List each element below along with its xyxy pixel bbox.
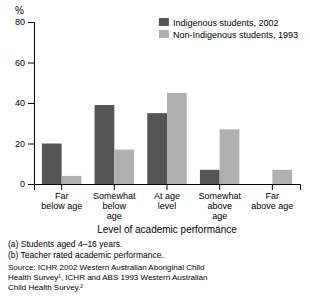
annotation-line: Health Survey¹, ICHR and ABS 1993 Wester…	[8, 273, 208, 282]
annotation: (b) Teacher rated academic performance.	[8, 250, 164, 260]
tick-label: 0	[20, 179, 25, 189]
bar	[95, 105, 115, 184]
tick-mark	[28, 22, 34, 23]
tick-label: 20	[15, 139, 25, 149]
tick: Farabove age	[251, 184, 293, 211]
series	[62, 93, 292, 184]
tick-mark	[61, 184, 62, 190]
tick: 40	[15, 98, 34, 108]
tick-mark	[114, 184, 115, 190]
legend-label: Indigenous students, 2002	[173, 18, 279, 28]
tick-label-line: age	[107, 211, 122, 221]
tick-label: 80	[15, 17, 25, 27]
bar	[42, 144, 62, 185]
tick-label-line: level	[158, 201, 177, 211]
chart: 020406080Farbelow ageSomewhatbelowageAt …	[0, 0, 310, 296]
bar	[253, 184, 273, 185]
axis-line	[28, 23, 35, 185]
tick-label: Somewhataboveage	[198, 191, 241, 221]
tick: 20	[15, 139, 34, 149]
annotation: (a) Students aged 4–16 years.	[8, 239, 122, 249]
tick-mark	[28, 103, 34, 104]
y-axis: 0 20 40 60 80	[15, 17, 35, 189]
tick-label: Farabove age	[251, 191, 293, 211]
tick-label-line: above age	[251, 201, 293, 211]
bar	[200, 170, 220, 184]
bar	[220, 129, 240, 184]
annotation-line: (b) Teacher rated academic performance.	[8, 250, 164, 260]
annotation-line: Child Health Survey.²	[8, 283, 83, 292]
x-axis-title: Level of academic performance	[97, 224, 237, 235]
annotation-line: Source: ICHR 2002 Western Australian Abo…	[8, 263, 204, 272]
bar	[114, 150, 134, 184]
annotation: Source: ICHR 2002 Western Australian Abo…	[8, 263, 208, 292]
legend-swatch	[159, 30, 169, 38]
tick-label-line: Somewhat	[198, 191, 241, 201]
notes: (a) Students aged 4–16 years.(b) Teacher…	[8, 239, 208, 292]
tick-label-line: Far	[266, 191, 280, 201]
tick-label-line: Somewhat	[93, 191, 136, 201]
tick-label-line: below	[103, 201, 127, 211]
bar	[62, 176, 82, 184]
tick-label-line: Far	[55, 191, 69, 201]
tick-label: 60	[15, 58, 25, 68]
tick-label: Farbelow age	[41, 191, 82, 211]
x-axis: Farbelow ageSomewhatbelowageAt agelevelS…	[35, 184, 301, 221]
tick: Somewhataboveage	[198, 184, 241, 221]
tick-label-line: At age	[154, 191, 180, 201]
y-axis-title: %	[15, 5, 24, 16]
tick: 0	[20, 179, 34, 189]
annotation-line: (a) Students aged 4–16 years.	[8, 239, 122, 249]
tick-mark	[28, 144, 34, 145]
legend-item: Non-Indigenous students, 1993	[159, 30, 298, 40]
tick-mark	[167, 184, 168, 190]
legend: Indigenous students, 2002 Non-Indigenous …	[159, 18, 298, 40]
plot: 020406080Farbelow ageSomewhatbelowageAt …	[15, 17, 301, 221]
tick-label-line: above	[207, 201, 232, 211]
tick: Farbelow age	[41, 184, 82, 211]
legend-swatch	[159, 18, 169, 26]
tick: 80	[15, 17, 34, 27]
tick: 60	[15, 58, 34, 68]
tick-label: 40	[15, 98, 25, 108]
tick: At agelevel	[154, 184, 180, 211]
legend-label: Non-Indigenous students, 1993	[173, 30, 298, 40]
tick-label-line: age	[212, 211, 227, 221]
tick-label-line: below age	[41, 201, 82, 211]
tick-mark	[28, 184, 34, 185]
series	[42, 105, 220, 184]
legend-item: Indigenous students, 2002	[159, 18, 279, 28]
tick-mark	[272, 184, 273, 190]
bar	[272, 170, 292, 184]
tick-label: Somewhatbelowage	[93, 191, 136, 221]
tick-mark	[219, 184, 220, 190]
tick: Somewhatbelowage	[93, 184, 136, 221]
tick-label: At agelevel	[154, 191, 180, 211]
bars	[42, 93, 292, 184]
tick-mark	[28, 63, 34, 64]
bar	[147, 113, 167, 184]
bar	[167, 93, 187, 184]
axis-line	[35, 185, 301, 191]
